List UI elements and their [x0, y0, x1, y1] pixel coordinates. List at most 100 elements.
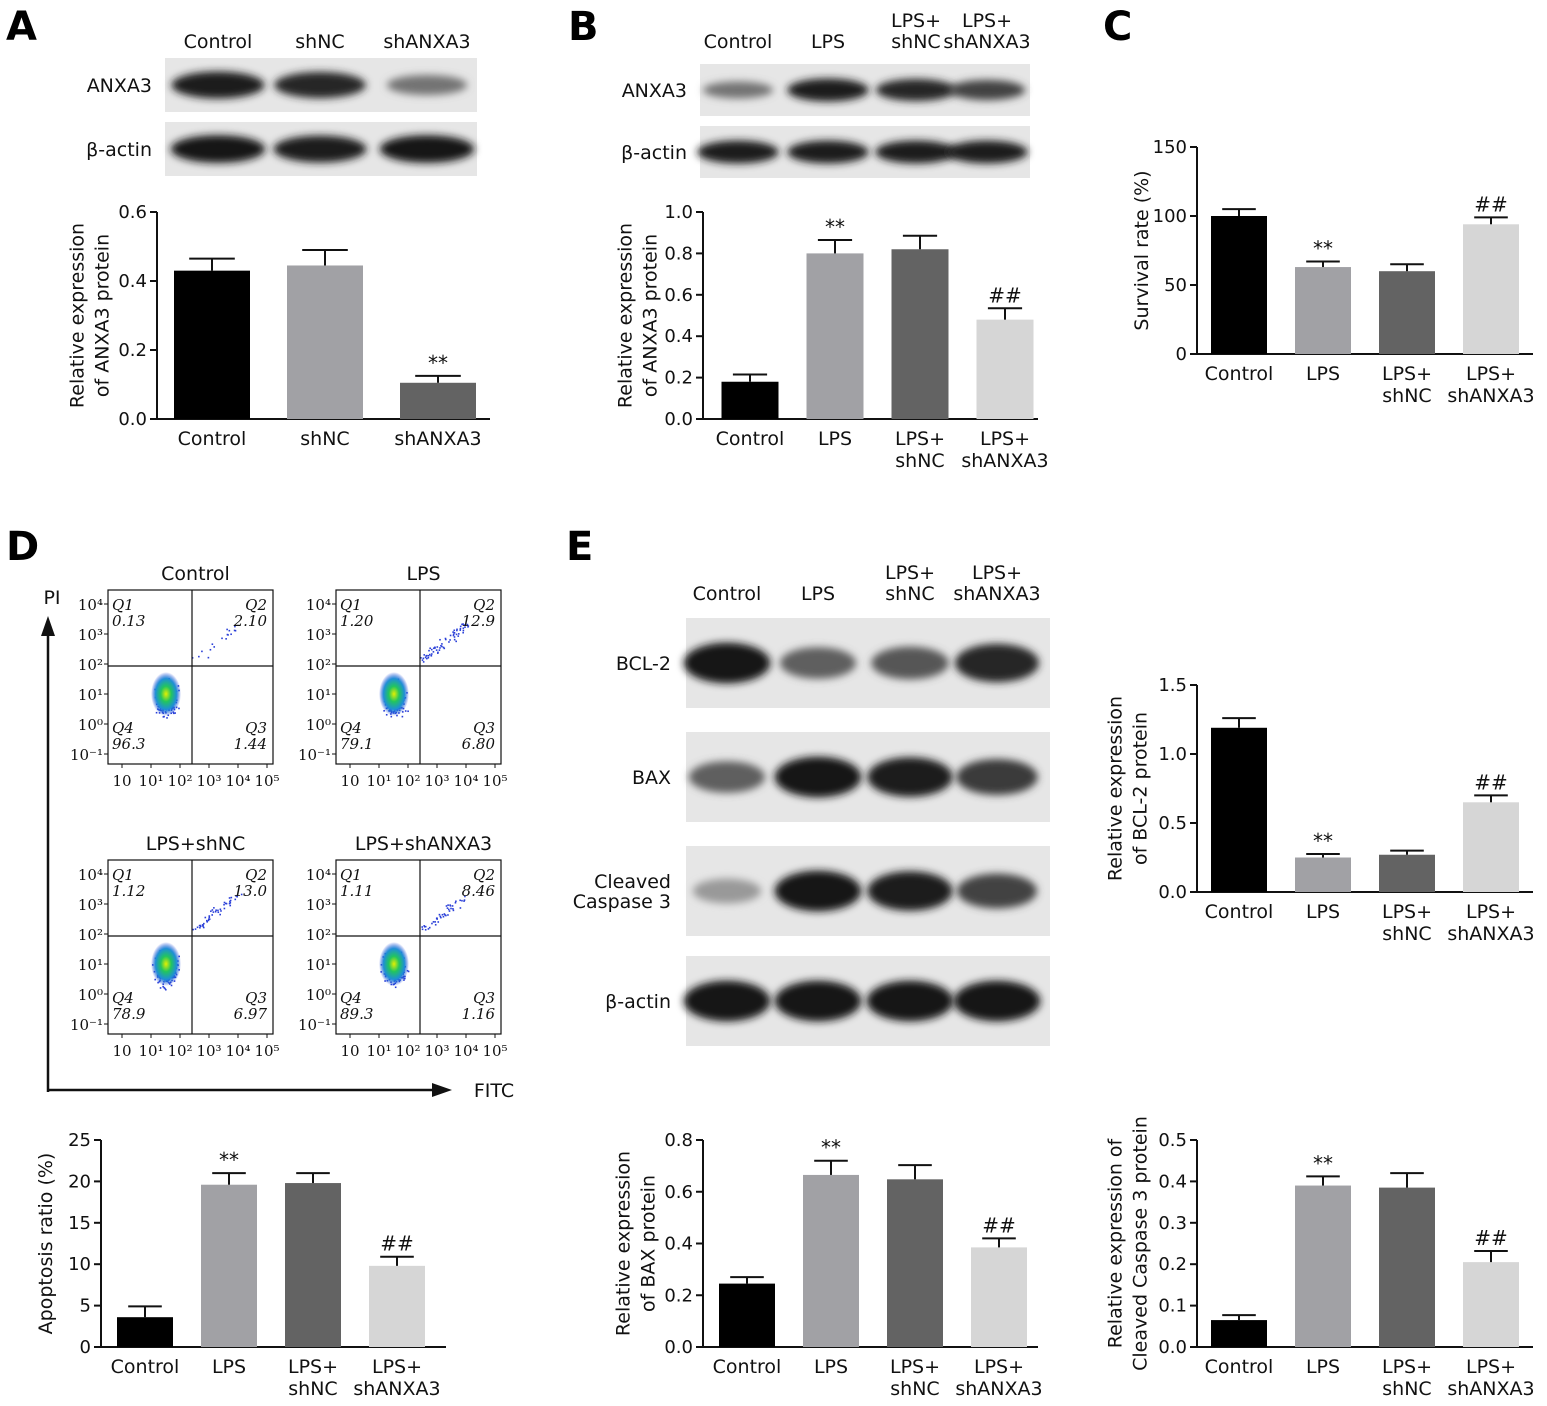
flow-event	[430, 654, 433, 657]
blot-band	[774, 980, 862, 1022]
blot-band	[702, 81, 774, 99]
flow-event	[228, 897, 231, 899]
y-axis-label-line: Apoptosis ratio (%)	[35, 1153, 57, 1335]
bar	[891, 249, 949, 419]
flow-event	[430, 648, 433, 651]
x-tick-label-line: shANXA3	[1447, 1378, 1534, 1400]
flow-event	[447, 904, 449, 906]
flow-event	[438, 649, 441, 651]
flow-scatter	[379, 895, 466, 989]
x-tick-label-line: LPS+	[974, 1356, 1024, 1378]
significance-label: ##	[988, 283, 1022, 307]
y-tick-label: 1.0	[664, 202, 693, 223]
flow-event	[434, 923, 437, 926]
y-axis-label-line: of BCL-2 protein	[1130, 712, 1152, 865]
x-tick-label: LPS+shNC	[1382, 1356, 1432, 1400]
quadrant-name: Q4	[112, 989, 134, 1007]
flow-event	[441, 643, 443, 645]
quadrant-value: 12.9	[462, 612, 496, 630]
flow-event	[462, 623, 464, 625]
flow-event	[154, 978, 156, 981]
flow-event	[443, 913, 446, 915]
lane-label: shNC	[891, 31, 940, 53]
significance-label: ##	[1474, 192, 1508, 216]
y-tick-label: 0.6	[118, 202, 147, 223]
y-tick-label: 0.4	[118, 271, 147, 292]
x-tick-label: shANXA3	[394, 428, 481, 450]
flow-event	[448, 910, 451, 912]
y-tick-label: 50	[1164, 275, 1187, 296]
y-tick-label: 20	[68, 1171, 91, 1192]
flow-event	[229, 904, 232, 907]
y-tick-label: 0	[1176, 344, 1187, 365]
quadrant-value: 6.97	[234, 1005, 268, 1023]
blot-band	[867, 871, 953, 911]
flow-event	[421, 659, 424, 661]
flow-event	[234, 898, 237, 901]
blot-band	[875, 140, 957, 164]
y-tick-label: 10	[68, 1254, 91, 1275]
flow-event	[467, 626, 469, 628]
flow-event	[233, 629, 236, 632]
flow-y-tick-label: 10⁻¹	[70, 746, 103, 764]
flow-event	[455, 633, 458, 636]
flow-event	[213, 646, 216, 648]
flow-event	[463, 899, 466, 901]
flow-event	[447, 908, 450, 911]
flow-event	[461, 899, 463, 902]
x-tick-label: shNC	[300, 428, 349, 450]
flow-event	[432, 921, 435, 923]
lane-label: LPS+	[972, 562, 1022, 584]
flow-event	[431, 922, 433, 925]
flow-event	[453, 638, 456, 641]
x-tick-label-line: shNC	[895, 450, 944, 472]
flow-event	[446, 907, 449, 909]
blot-band	[779, 647, 857, 679]
x-tick-label: LPS+shNC	[1382, 363, 1432, 407]
blot-band	[683, 980, 771, 1022]
significance-label: **	[1313, 237, 1333, 261]
quadrant-value: 1.44	[234, 735, 267, 753]
flow-x-tick-label: 10⁴	[453, 1042, 478, 1060]
flow-event	[434, 921, 436, 923]
y-axis-label-line: of ANXA3 protein	[640, 234, 662, 397]
fitc-axis-label: FITC	[474, 1080, 514, 1102]
flow-x-tick-label: 10⁴	[453, 772, 478, 790]
flow-x-tick-label: 10⁴	[225, 772, 250, 790]
flow-event	[217, 909, 219, 912]
y-axis-label-line: Relative expression	[615, 223, 637, 408]
y-tick-label: 150	[1153, 137, 1187, 158]
bar	[803, 1174, 859, 1347]
flow-x-tick-label: 10¹	[366, 772, 391, 790]
blot-band	[875, 78, 957, 102]
flow-event	[166, 717, 168, 719]
y-axis-label: Relative expression of Cleaved Caspase 3 …	[1105, 1116, 1152, 1371]
quadrant-name: Q3	[473, 989, 495, 1007]
quadrant-value: 8.46	[462, 882, 496, 900]
x-tick-label-line: LPS+	[1466, 901, 1516, 923]
quadrant-name: Q3	[245, 989, 267, 1007]
flow-event	[208, 918, 210, 920]
flow-y-tick-label: 10⁰	[78, 716, 103, 734]
flow-event	[229, 900, 231, 903]
y-tick-label: 0.6	[664, 1182, 693, 1203]
x-tick-label: LPS+shANXA3	[955, 1356, 1042, 1400]
bar	[719, 1283, 775, 1347]
flow-event	[440, 644, 442, 647]
flow-x-tick-label: 10²	[167, 1042, 192, 1060]
significance-label: **	[825, 215, 845, 239]
flow-density-core	[379, 942, 409, 986]
bar-chart-E-Casp3: 0.0 0.1 0.2 0.3 0.4 0.5 Relative expression of…	[1105, 1116, 1535, 1400]
flow-event	[194, 928, 197, 930]
quadrant-name: Q3	[473, 719, 495, 737]
flow-y-tick-label: 10³	[78, 626, 103, 644]
x-tick-label-line: shANXA3	[1447, 385, 1534, 407]
lane-label: shANXA3	[383, 31, 470, 53]
flow-event	[159, 987, 162, 989]
band-label: ANXA3	[87, 75, 152, 97]
flow-event	[435, 649, 438, 651]
significance-label: **	[821, 1136, 841, 1160]
quadrant-name: Q4	[340, 719, 362, 737]
flow-y-tick-label: 10⁻¹	[70, 1016, 103, 1034]
bar	[285, 1183, 341, 1347]
